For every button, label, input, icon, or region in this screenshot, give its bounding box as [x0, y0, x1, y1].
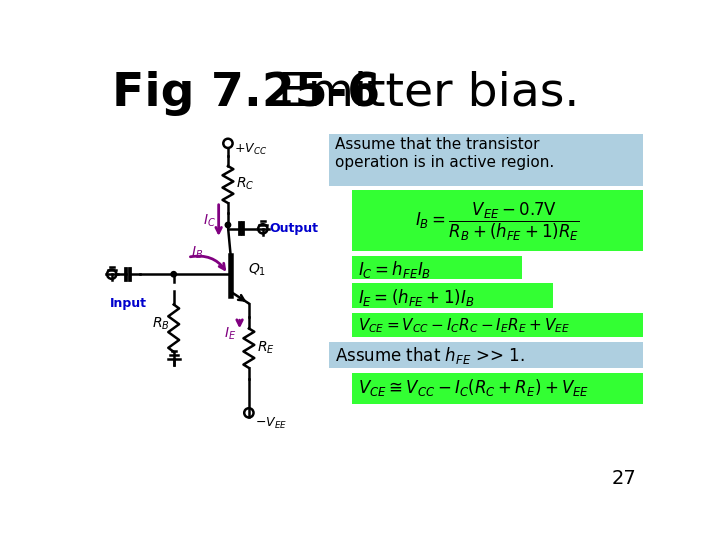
Text: Output: Output [269, 222, 318, 235]
FancyBboxPatch shape [329, 342, 642, 368]
Text: $I_E = (h_{FE}+1)I_B$: $I_E = (h_{FE}+1)I_B$ [358, 287, 474, 308]
FancyBboxPatch shape [352, 190, 642, 251]
Text: $+V_{CC}$: $+V_{CC}$ [234, 142, 267, 157]
FancyBboxPatch shape [352, 313, 642, 338]
Text: $I_C$: $I_C$ [202, 213, 215, 230]
Text: $I_C = h_{FE}I_B$: $I_C = h_{FE}I_B$ [358, 259, 431, 280]
Circle shape [225, 222, 230, 228]
Text: $R_C$: $R_C$ [235, 176, 254, 192]
Text: $R_E$: $R_E$ [256, 340, 274, 356]
Text: Emitter bias.: Emitter bias. [277, 71, 579, 116]
Text: Assume that the transistor
operation is in active region.: Assume that the transistor operation is … [335, 137, 554, 170]
Text: Input: Input [110, 298, 147, 310]
Circle shape [171, 272, 176, 277]
Text: $V_{CE}\cong V_{CC}-I_C\left(R_C+R_E\right)+V_{EE}$: $V_{CE}\cong V_{CC}-I_C\left(R_C+R_E\rig… [358, 377, 590, 399]
Text: Fig 7.25-6: Fig 7.25-6 [112, 71, 380, 116]
FancyBboxPatch shape [352, 256, 523, 279]
Text: 27: 27 [611, 469, 636, 488]
Text: $Q_1$: $Q_1$ [248, 262, 266, 278]
Text: $-V_{EE}$: $-V_{EE}$ [255, 416, 287, 431]
Text: $I_E$: $I_E$ [224, 326, 236, 342]
Text: $I_B = \dfrac{V_{EE}-0.7\mathrm{V}}{R_B+(h_{FE}+1)R_E}$: $I_B = \dfrac{V_{EE}-0.7\mathrm{V}}{R_B+… [415, 201, 580, 243]
FancyBboxPatch shape [352, 284, 554, 308]
Text: $R_B$: $R_B$ [152, 315, 170, 332]
Text: $I_B$: $I_B$ [191, 245, 203, 261]
FancyBboxPatch shape [352, 373, 642, 403]
Text: $V_{CE}=V_{CC}-I_CR_C-I_ER_E+V_{EE}$: $V_{CE}=V_{CC}-I_CR_C-I_ER_E+V_{EE}$ [358, 316, 570, 334]
Text: Assume that $h_{FE}$ >> 1.: Assume that $h_{FE}$ >> 1. [335, 345, 524, 366]
FancyBboxPatch shape [329, 134, 642, 186]
